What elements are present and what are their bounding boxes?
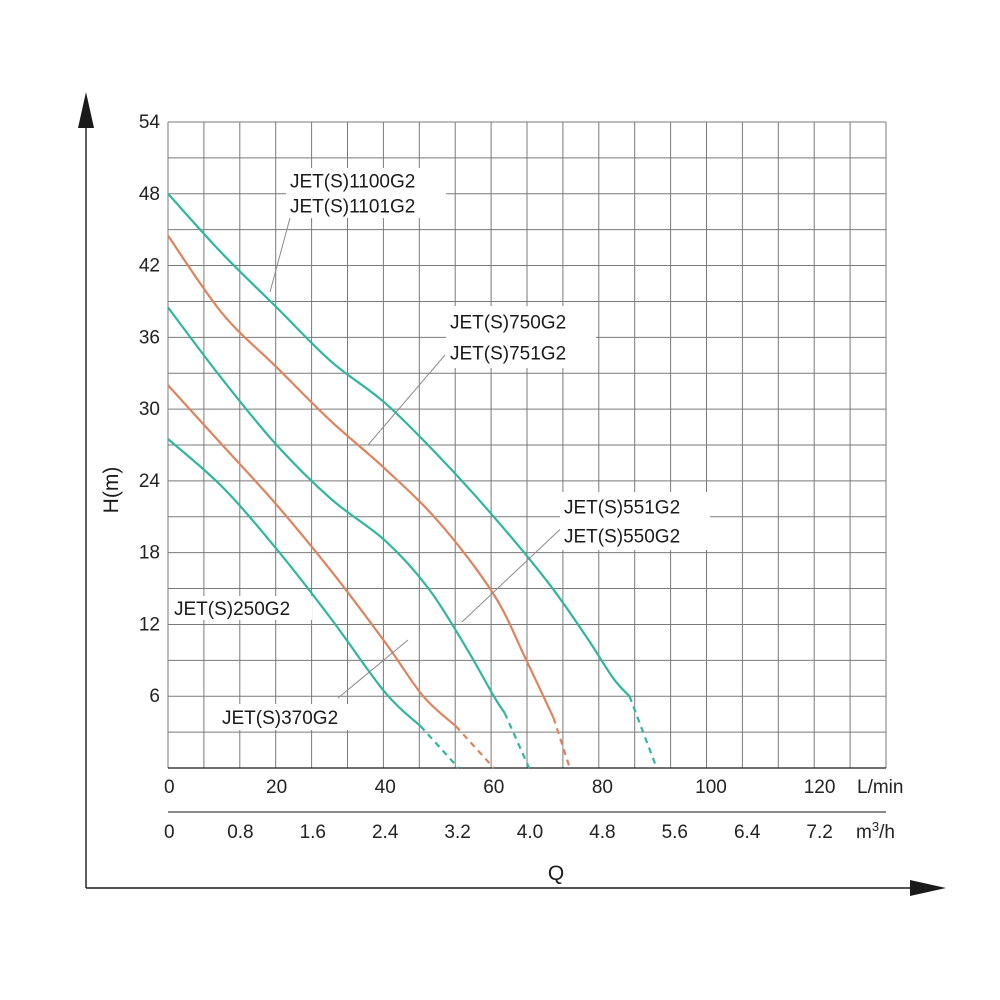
curve-dashed-3 [552, 717, 571, 769]
x-axis-title: Q [548, 862, 564, 885]
curve-label: JET(S)1100G2 [290, 172, 415, 193]
y-tick-label: 36 [139, 327, 160, 348]
curve-dashed-0 [419, 725, 460, 769]
y-tick-label: 42 [139, 256, 160, 277]
curve-labels: JET(S)1100G2 JET(S)1101G2 JET(S)750G2 JET(S… [170, 168, 710, 730]
curve-label: JET(S)550G2 [564, 527, 680, 548]
curve-label-bg [170, 596, 312, 620]
y-tick-label: 30 [139, 399, 160, 420]
y-tick-label: 12 [139, 614, 160, 635]
curve-label-bg [218, 704, 366, 730]
x-unit-lmin: L/min [857, 777, 903, 798]
x-axis-arrow [910, 880, 946, 896]
x-tick-label-m3h: 5.6 [662, 822, 688, 843]
x-tick-label-lmin: 60 [483, 777, 504, 798]
curve-label: JET(S)370G2 [222, 708, 338, 729]
curve-label: JET(S)750G2 [450, 313, 566, 334]
curve-label-bg [286, 168, 446, 218]
curve-solid-1 [167, 384, 457, 727]
y-tick-label: 54 [139, 112, 161, 133]
y-tick-label: 6 [149, 686, 160, 707]
leader-lines [269, 217, 571, 699]
y-tick-label: 48 [139, 184, 160, 205]
curve-dashed-4 [628, 695, 658, 769]
leader-line [269, 217, 291, 293]
y-tick-label: 18 [139, 543, 160, 564]
x-tick-label-m3h: 0 [164, 822, 175, 843]
x-tick-label-lmin: 80 [592, 777, 613, 798]
leader-line [461, 519, 571, 623]
curve-label: JET(S)551G2 [564, 498, 680, 519]
curve-solid-0 [167, 438, 422, 727]
x-tick-label-lmin: 120 [804, 777, 836, 798]
curve-solid-2 [167, 306, 506, 714]
x-tick-label-lmin: 20 [266, 777, 287, 798]
curve-label: JET(S)250G2 [174, 599, 290, 620]
curve-label: JET(S)751G2 [450, 344, 566, 365]
curve-dashed-1 [454, 725, 495, 769]
x-tick-label-lmin: 40 [375, 777, 396, 798]
x-tick-label-m3h: 7.2 [806, 822, 832, 843]
x-tick-label-m3h: 1.6 [300, 822, 326, 843]
curves [167, 193, 658, 769]
x-tick-label-lmin: 100 [695, 777, 727, 798]
x-tick-label-m3h: 6.4 [734, 822, 761, 843]
x-tick-label-lmin: 0 [164, 777, 175, 798]
axes [78, 92, 946, 896]
x-unit-m3h: m3/h [856, 819, 895, 843]
curve-solid-3 [167, 234, 555, 719]
curve-solid-4 [167, 193, 631, 697]
x-tick-label-m3h: 0.8 [227, 822, 253, 843]
y-axis-arrow [78, 92, 94, 128]
leader-line [337, 639, 409, 699]
leader-line [367, 354, 446, 446]
x-tick-label-m3h: 3.2 [444, 822, 470, 843]
curve-label-bg [560, 492, 710, 550]
curve-dashed-2 [503, 712, 531, 769]
y-tick-label: 24 [139, 471, 161, 492]
x-tick-label-m3h: 2.4 [372, 822, 399, 843]
x-tick-label-m3h: 4.0 [517, 822, 543, 843]
x-tick-label-m3h: 4.8 [589, 822, 615, 843]
curve-label: JET(S)1101G2 [290, 197, 415, 218]
y-axis-title: H(m) [100, 467, 123, 514]
curve-label-bg [446, 306, 596, 368]
